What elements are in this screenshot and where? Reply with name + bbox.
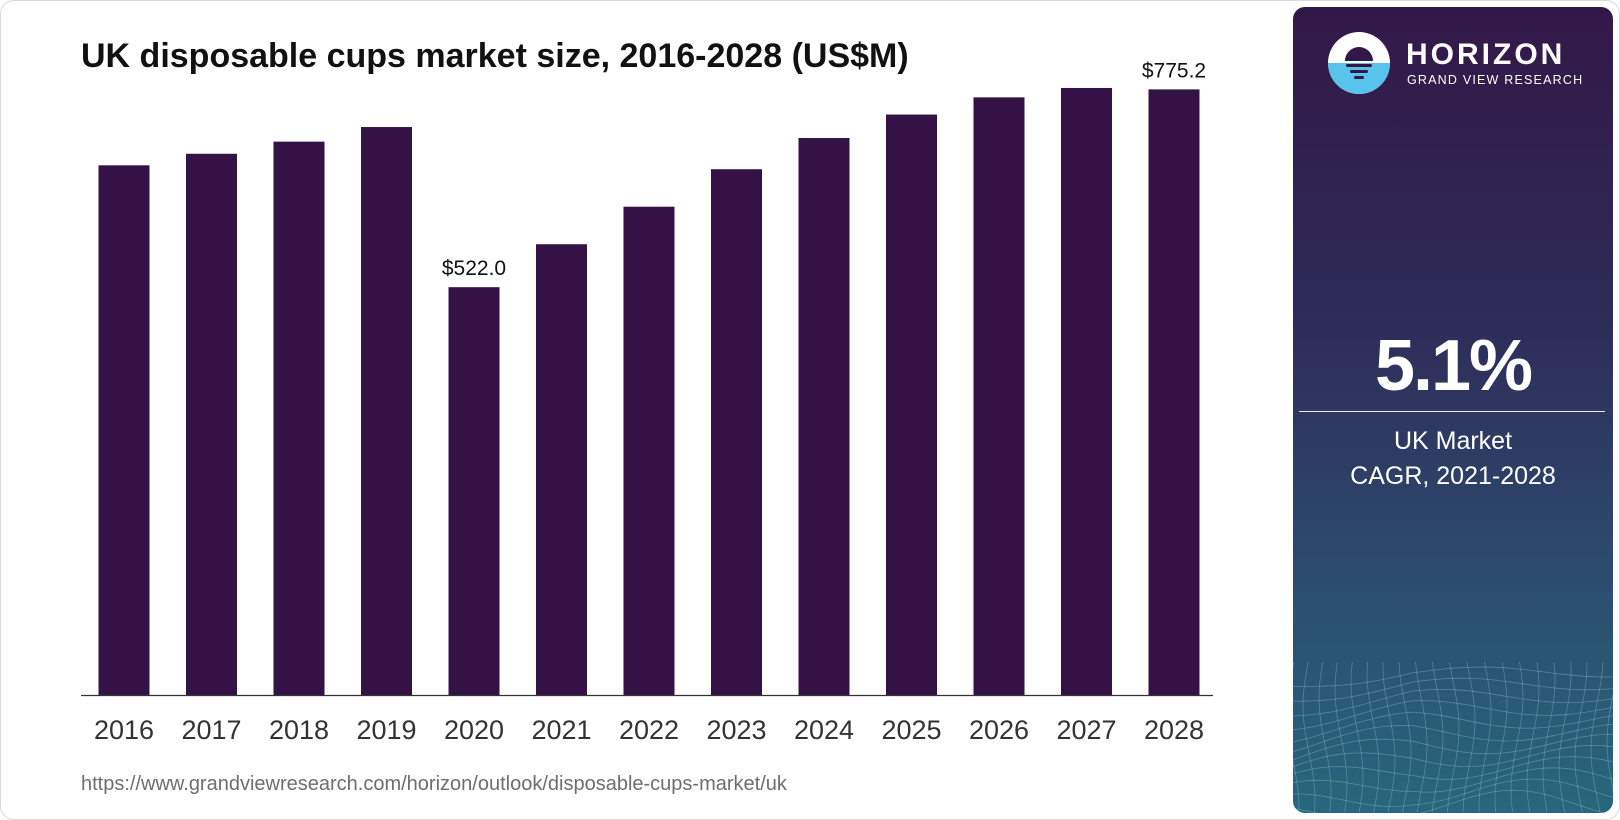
bar-2021 [536, 244, 587, 695]
data-label-2028: $775.2 [1142, 59, 1206, 82]
x-tick-label-2026: 2026 [969, 715, 1029, 745]
horizon-side-panel: HORIZON GRAND VIEW RESEARCH 5.1% UK Mark… [1293, 7, 1613, 813]
x-tick-label-2024: 2024 [794, 715, 854, 745]
cagr-value: 5.1% [1374, 326, 1533, 406]
bar-2026 [973, 97, 1025, 695]
brand-subtitle: GRAND VIEW RESEARCH [1407, 73, 1584, 87]
bar-chart: 2016 2017 2018 2019 2020 2021 2022 2023 2024 2025… [81, 59, 1213, 745]
bar-2016 [98, 165, 150, 695]
cagr-market-label: UK Market [1393, 427, 1513, 455]
chart-title: UK disposable cups market size, 2016-202… [81, 37, 909, 75]
x-tick-label-2017: 2017 [181, 715, 241, 745]
x-tick-label-2028: 2028 [1144, 715, 1204, 745]
data-label-2020: $522.0 [442, 257, 506, 280]
x-tick-label-2019: 2019 [356, 715, 416, 745]
bar-2024 [798, 137, 850, 695]
bar-2020 [448, 287, 500, 695]
source-url[interactable]: https://www.grandviewresearch.com/horizo… [81, 773, 787, 795]
x-tick-label-2016: 2016 [94, 715, 154, 745]
cagr-divider [1299, 411, 1605, 412]
brand-name: HORIZON [1406, 38, 1566, 71]
bar-2022 [623, 206, 675, 695]
bar-2023 [711, 169, 762, 695]
bar-2025 [886, 114, 937, 695]
bar-2017 [186, 153, 237, 695]
x-tick-label-2027: 2027 [1056, 715, 1116, 745]
x-tick-label-2020: 2020 [444, 715, 504, 745]
bar-2019 [361, 127, 412, 695]
bar-2018 [273, 141, 325, 695]
x-tick-label-2021: 2021 [531, 715, 591, 745]
x-tick-label-2018: 2018 [269, 715, 329, 745]
bar-2028 [1148, 89, 1200, 695]
cagr-period-label: CAGR, 2021-2028 [1350, 462, 1556, 490]
bar-2027 [1061, 87, 1112, 695]
horizon-sunrise-logo-icon [1328, 32, 1390, 94]
x-tick-label-2022: 2022 [619, 715, 679, 745]
wave-grid-decoration [1293, 661, 1613, 813]
x-tick-label-2023: 2023 [706, 715, 766, 745]
x-tick-label-2025: 2025 [881, 715, 941, 745]
